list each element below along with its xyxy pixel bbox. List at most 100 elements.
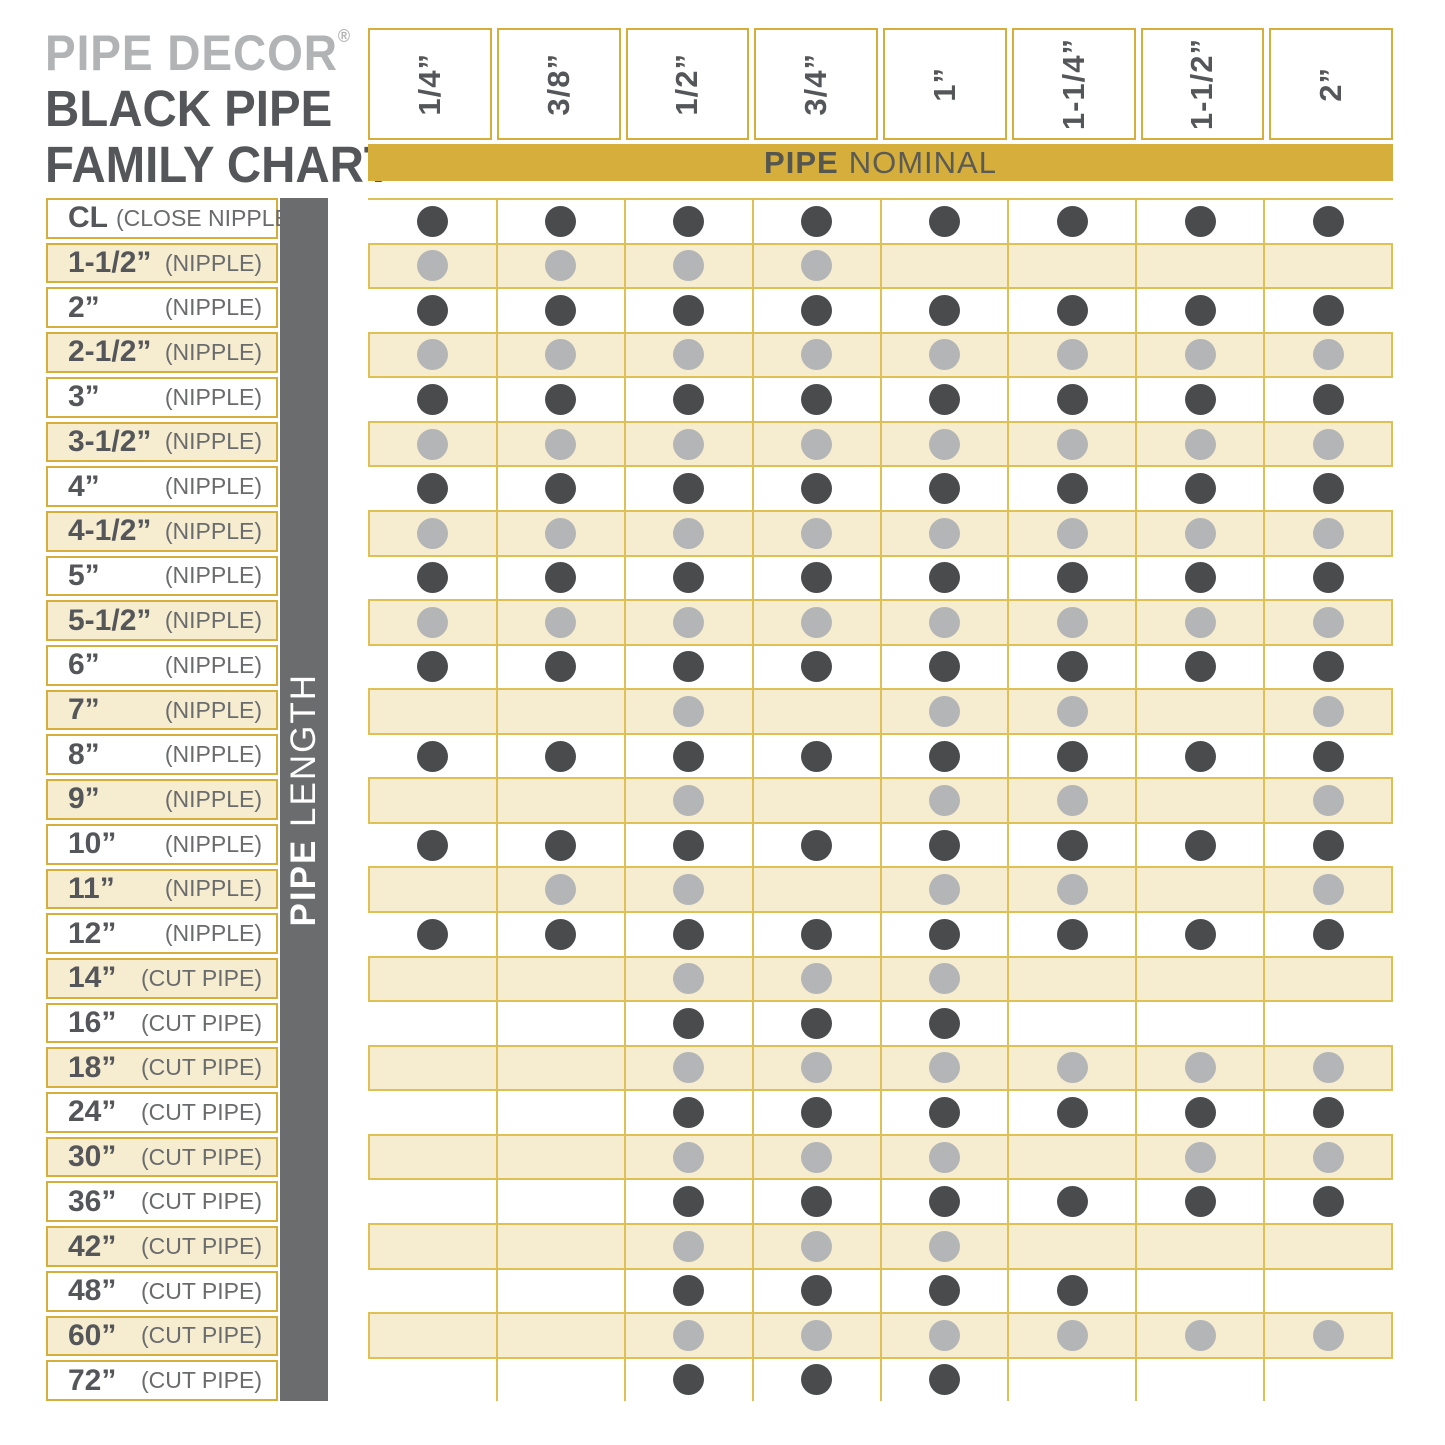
grid-row (368, 599, 1393, 646)
availability-dot-gray (545, 250, 577, 282)
availability-dot-gray (801, 517, 833, 549)
row-length: 3-1/2” (68, 424, 152, 458)
row-length: 30” (68, 1140, 117, 1174)
grid-cell (882, 422, 1010, 466)
grid-cell (370, 1046, 498, 1090)
grid-cell (626, 1135, 754, 1179)
grid-cell (882, 200, 1010, 243)
grid-cell (626, 378, 754, 421)
availability-dot-gray (673, 428, 705, 460)
row-length: 42” (68, 1229, 117, 1263)
grid-cell (754, 1358, 882, 1402)
availability-dot-dark (801, 829, 833, 861)
grid-cell (498, 244, 626, 288)
availability-dot-dark (417, 384, 449, 416)
row-kind: (CUT PIPE) (141, 1188, 262, 1215)
grid-cell (754, 556, 882, 600)
availability-dot-dark (801, 1275, 833, 1307)
row-kind: (NIPPLE) (164, 607, 262, 634)
availability-dot-dark (1056, 918, 1088, 950)
grid-cell (1265, 378, 1391, 421)
grid-cell (1265, 1314, 1391, 1357)
grid-cell (882, 1314, 1010, 1357)
availability-dot-gray (1056, 785, 1088, 817)
grid-cell (626, 645, 754, 689)
row-length: 36” (68, 1184, 117, 1218)
availability-dot-dark (673, 1364, 705, 1396)
availability-dot-dark (545, 918, 577, 950)
availability-dot-gray (1312, 1141, 1344, 1173)
grid-cell (626, 333, 754, 377)
grid-cell (882, 1002, 1010, 1045)
grid-cell (1265, 1136, 1391, 1179)
grid-cell (754, 734, 882, 778)
availability-dot-dark (928, 294, 960, 326)
row-length: 8” (68, 737, 100, 771)
grid-cell (626, 1046, 754, 1090)
grid-cell (1009, 1269, 1138, 1313)
grid-cell (1137, 467, 1266, 510)
availability-dot-gray (1056, 339, 1088, 371)
pipe-length-bar: PIPE LENGTH (280, 198, 328, 1401)
grid-cell (1137, 779, 1266, 822)
grid-cell (1009, 1180, 1138, 1223)
grid-cell (370, 333, 498, 377)
grid-cell (1009, 957, 1138, 1001)
availability-dot-gray (1312, 1319, 1344, 1351)
availability-dot-dark (1184, 562, 1216, 594)
grid-cell (1009, 1358, 1138, 1402)
grid-cell (1137, 690, 1266, 733)
grid-cell (498, 422, 626, 466)
grid-cell (1265, 289, 1391, 332)
grid-cell (626, 289, 754, 332)
grid-cell (626, 1224, 754, 1268)
grid-cell (1009, 422, 1138, 466)
grid-row (368, 420, 1393, 468)
pipe-nominal-bold: PIPE (764, 144, 839, 180)
grid-cell (1265, 1359, 1391, 1402)
grid-row (368, 1269, 1393, 1313)
grid-cell (626, 511, 754, 555)
availability-dot-gray (673, 963, 705, 995)
availability-dot-dark (928, 205, 960, 237)
grid-cell (1137, 1269, 1266, 1313)
grid-cell (498, 1314, 626, 1357)
grid-cell (498, 1180, 626, 1223)
availability-dot-gray (801, 1141, 833, 1173)
grid-row (368, 200, 1393, 243)
availability-dot-gray (1056, 428, 1088, 460)
availability-dot-dark (1056, 562, 1088, 594)
grid-cell (626, 957, 754, 1001)
grid-cell (498, 200, 626, 243)
grid-cell (370, 734, 498, 778)
row-label: 11” (NIPPLE) (46, 868, 278, 910)
grid-row (368, 242, 1393, 290)
grid-cell (1265, 1047, 1391, 1090)
availability-dot-dark (1056, 1186, 1088, 1218)
grid-cell (882, 289, 1010, 332)
availability-dot-dark (801, 473, 833, 505)
grid-cell (1009, 1046, 1138, 1090)
availability-dot-dark (417, 740, 449, 772)
availability-dot-gray (1184, 517, 1216, 549)
grid-cell (370, 601, 498, 644)
grid-cell (1265, 423, 1391, 466)
grid-cell (882, 601, 1010, 644)
availability-dot-gray (673, 250, 705, 282)
availability-dot-dark (545, 562, 577, 594)
grid-cell (626, 1002, 754, 1045)
column-header-label: 3/8” (540, 52, 576, 116)
row-label: 12” (NIPPLE) (46, 913, 278, 954)
availability-dot-gray (1184, 1052, 1216, 1084)
grid-cell (754, 1224, 882, 1268)
grid-cell (370, 957, 498, 1001)
row-length: 2” (68, 290, 100, 324)
availability-dot-dark (928, 1364, 960, 1396)
availability-dot-dark (1312, 294, 1344, 326)
grid-cell (1265, 690, 1391, 733)
availability-dot-dark (1312, 740, 1344, 772)
availability-dot-dark (1056, 294, 1088, 326)
grid-cell (1137, 200, 1266, 243)
availability-dot-gray (417, 428, 449, 460)
row-kind: (NIPPLE) (164, 651, 262, 678)
